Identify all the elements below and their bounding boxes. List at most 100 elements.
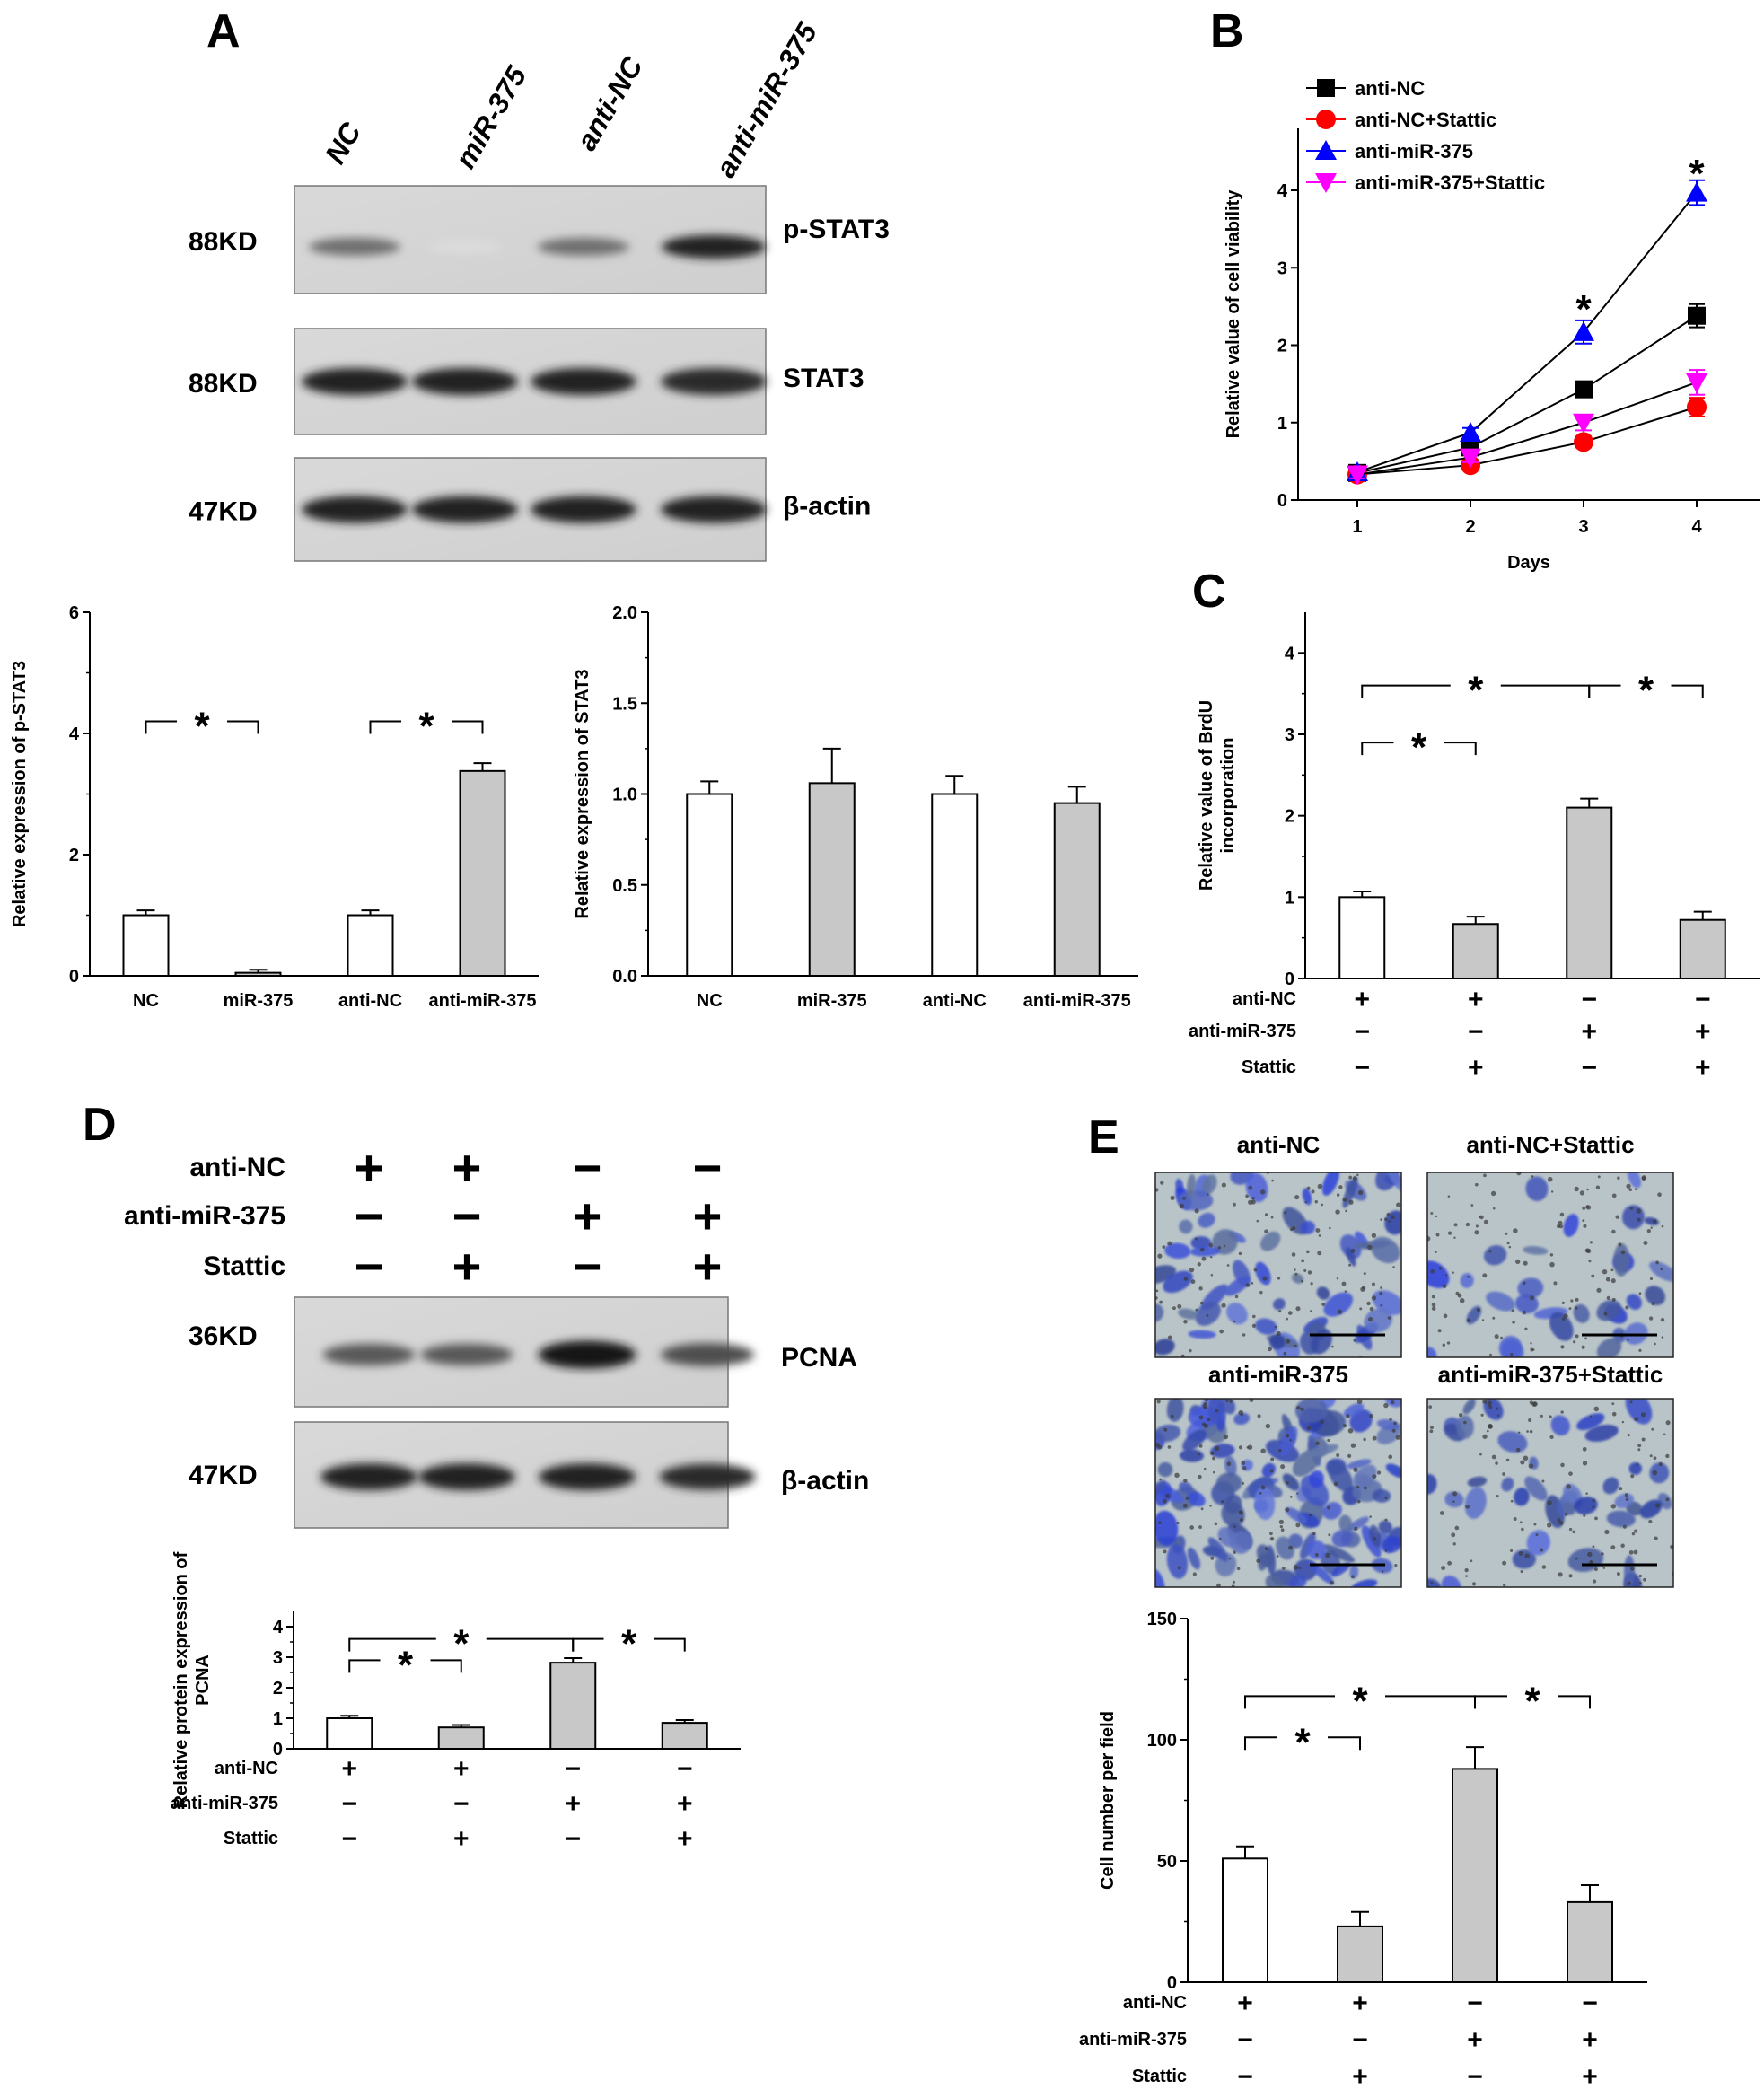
pore-dot [1658, 1461, 1663, 1467]
pore-dot [1628, 1549, 1634, 1555]
pore-dot [1348, 1263, 1351, 1267]
pore-dot [1329, 1226, 1331, 1230]
pore-dot [1347, 1453, 1352, 1458]
pore-dot [1492, 1316, 1496, 1320]
pore-dot [1593, 1406, 1600, 1412]
pore-dot [1348, 1199, 1354, 1205]
pore-dot [1638, 1292, 1642, 1295]
pore-dot [1597, 1175, 1601, 1179]
blot-a-band [661, 368, 767, 395]
cell-blob [1323, 1544, 1356, 1563]
cell-blob [1649, 1462, 1670, 1484]
pore-dot [1179, 1203, 1185, 1209]
pore-dot [1437, 1329, 1442, 1333]
cell-blob [1549, 1312, 1574, 1341]
condition-sign: + [453, 1754, 470, 1784]
cell-blob [1550, 1415, 1570, 1436]
pore-dot [1529, 1429, 1533, 1434]
pore-dot [1369, 1413, 1373, 1418]
condition-sign: + [1582, 2025, 1598, 2055]
blot-a-kd-label: 88KD [189, 227, 258, 257]
pore-dot [1611, 1229, 1616, 1234]
pore-dot [1496, 1407, 1499, 1410]
pore-dot [1384, 1518, 1388, 1522]
pore-dot [1155, 1289, 1159, 1293]
pore-dot [1602, 1268, 1608, 1275]
pore-dot [1596, 1287, 1602, 1293]
pore-dot [1444, 1274, 1448, 1277]
pore-dot [1221, 1499, 1224, 1504]
legend-label: anti-miR-375 [1355, 140, 1473, 162]
significance-bracket [654, 1637, 686, 1652]
condition-sign: + [1352, 1988, 1368, 2018]
pore-dot [1446, 1341, 1451, 1345]
pore-dot [1540, 1414, 1543, 1418]
significance-bracket [452, 720, 484, 734]
pore-dot [1610, 1278, 1616, 1284]
significance-bracket [1385, 1695, 1476, 1709]
pore-dot [1278, 1519, 1285, 1525]
pore-dot [1528, 1463, 1534, 1469]
pore-dot [1371, 1233, 1377, 1238]
pore-dot [1602, 1567, 1606, 1569]
pore-dot [1455, 1291, 1460, 1295]
pore-dot [1570, 1299, 1574, 1303]
pore-dot [1592, 1498, 1596, 1503]
cell-blob [1624, 1555, 1635, 1587]
pore-dot [1289, 1438, 1293, 1442]
pore-dot [1221, 1303, 1226, 1308]
pore-dot [1487, 1400, 1492, 1406]
cell-blob [1217, 1527, 1237, 1548]
pore-dot [1529, 1400, 1533, 1405]
pore-dot [1488, 1250, 1492, 1253]
pore-dot [1627, 1434, 1630, 1437]
pore-dot [1251, 1282, 1254, 1285]
pore-dot [1558, 1572, 1563, 1577]
micrograph-frame [1426, 1172, 1674, 1358]
pore-dot [1510, 1549, 1514, 1552]
pore-dot [1267, 1347, 1272, 1352]
pore-dot [1648, 1316, 1654, 1321]
pore-dot [1582, 1219, 1585, 1223]
pore-dot [1229, 1400, 1233, 1403]
pore-dot [1661, 1224, 1664, 1228]
panel-label-a: A [206, 5, 241, 57]
data-point [1573, 413, 1594, 434]
pore-dot [1618, 1242, 1622, 1247]
pore-dot [1277, 1277, 1281, 1280]
cell-blob [1309, 1470, 1324, 1488]
pore-dot [1511, 1309, 1515, 1313]
pore-dot [1428, 1405, 1433, 1409]
pore-dot [1621, 1420, 1625, 1424]
condition-sign: − [1354, 1017, 1370, 1047]
cell-blob [1456, 1415, 1474, 1439]
pore-dot [1451, 1532, 1456, 1538]
cell-blob [1276, 1536, 1294, 1560]
bar [1222, 1857, 1268, 1984]
pore-dot [1371, 1282, 1375, 1286]
pore-dot [1356, 1399, 1363, 1405]
pore-dot [1454, 1525, 1460, 1531]
pore-dot [1560, 1462, 1565, 1468]
significance-bracket [572, 1637, 604, 1652]
pore-dot [1453, 1223, 1458, 1227]
cell-blob [1308, 1561, 1335, 1585]
cell-blob [1347, 1459, 1372, 1470]
pore-dot [1245, 1194, 1249, 1198]
pore-dot [1163, 1427, 1168, 1432]
pore-dot [1233, 1525, 1237, 1529]
pore-dot [1209, 1451, 1215, 1456]
blot-a-band [309, 238, 400, 256]
x-tick-label: anti-NC [923, 991, 987, 1011]
cell-blob [1486, 1291, 1515, 1312]
pore-dot [1550, 1190, 1554, 1193]
legend-marker [1317, 79, 1335, 97]
cell-blob [1288, 1575, 1307, 1587]
cell-blob [1163, 1270, 1193, 1294]
significance-bracket [1588, 684, 1621, 698]
pore-dot [1479, 1453, 1482, 1456]
cell-blob [1369, 1524, 1382, 1548]
pore-dot [1294, 1194, 1300, 1200]
blot-d-sign: + [693, 1238, 723, 1295]
blot-a-band [412, 368, 518, 395]
